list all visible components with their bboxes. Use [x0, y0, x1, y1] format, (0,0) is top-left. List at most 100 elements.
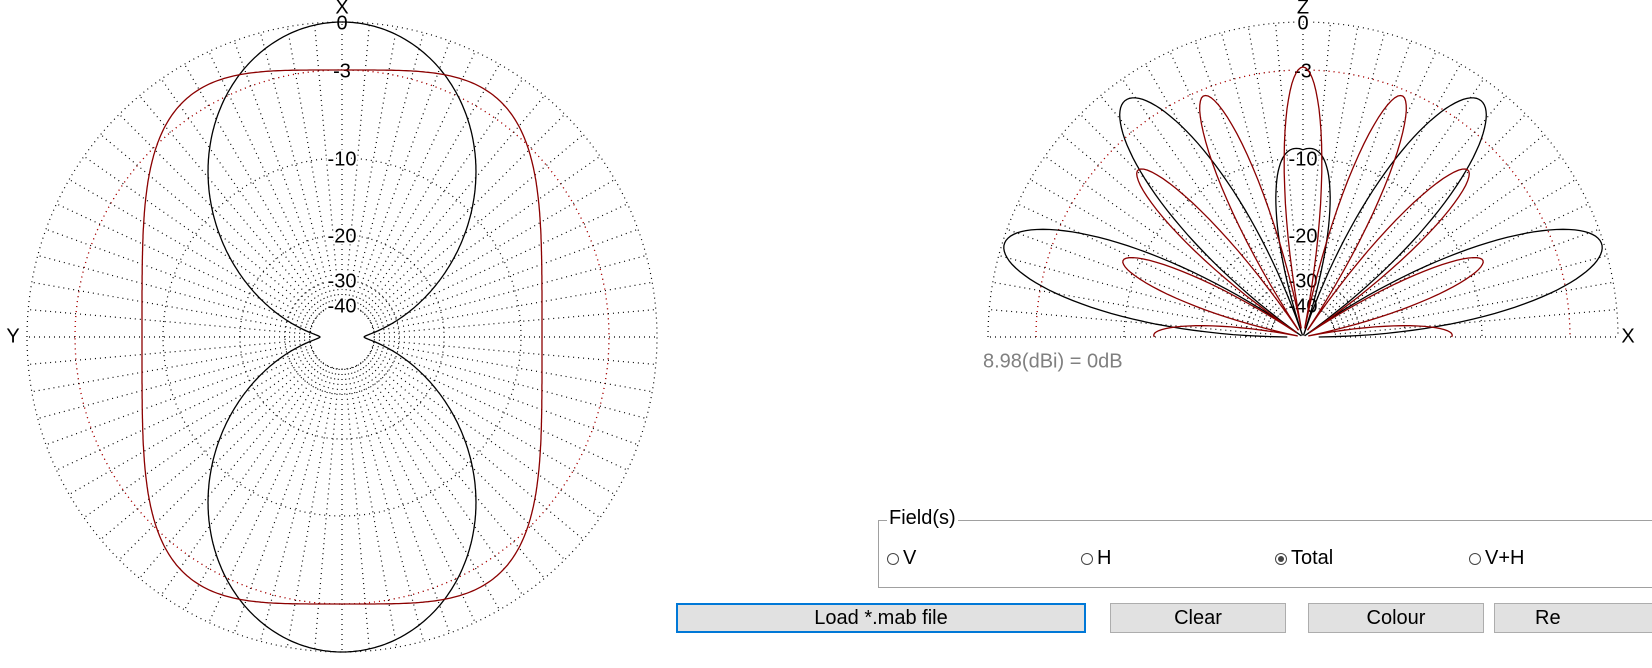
grid-spoke [259, 32, 335, 307]
grid-spoke [160, 78, 325, 312]
grid-spoke [371, 228, 639, 327]
grid-spoke [56, 203, 314, 325]
grid-spoke [31, 281, 311, 333]
grid-spoke [1029, 178, 1276, 322]
grid-spoke [344, 368, 371, 651]
grid-spoke [1325, 113, 1527, 315]
grid-spoke [1333, 254, 1608, 330]
grid-spoke [118, 359, 320, 561]
ring-label: 0 [336, 12, 347, 34]
grid-spoke [1332, 228, 1600, 327]
grid-spoke [1334, 308, 1617, 335]
grid-spoke [349, 32, 425, 307]
grid-spoke [354, 51, 476, 309]
axis-label: Y [6, 325, 19, 347]
grid-spoke [68, 352, 315, 496]
grid-spoke [370, 349, 628, 471]
grid-spoke [1331, 203, 1589, 325]
grid-spoke [37, 344, 312, 420]
grid-spoke [286, 368, 338, 648]
pattern-curve [1122, 66, 1484, 338]
radio-label: Total [1291, 547, 1334, 569]
grid-ring [1245, 279, 1361, 338]
ring-label: -3 [1294, 60, 1312, 82]
grid-spoke [364, 359, 566, 561]
ring-label: -40 [328, 295, 357, 317]
grid-spoke [1100, 95, 1283, 313]
grid-spoke [1220, 32, 1296, 307]
grid-spoke [45, 228, 313, 327]
grid-spoke [369, 178, 616, 322]
grid-spoke [313, 368, 340, 651]
radio-option[interactable]: Total [1275, 547, 1333, 570]
grid-spoke [357, 364, 501, 611]
axis-label: X [335, 0, 348, 18]
grid-spoke [1328, 155, 1562, 320]
grid-spoke [68, 178, 315, 322]
grid-spoke [373, 308, 656, 335]
grid-spoke [83, 354, 317, 519]
grid-spoke [1310, 32, 1386, 307]
grid-spoke [28, 339, 311, 366]
grid-spoke [354, 365, 476, 623]
grid-spoke [1305, 23, 1332, 306]
grid-spoke [100, 134, 318, 317]
button[interactable]: Clear [1110, 603, 1286, 633]
grid-spoke [1315, 51, 1437, 309]
grid-spoke [31, 341, 311, 393]
ring-label: -20 [1289, 225, 1318, 247]
grid-spoke [362, 361, 545, 579]
grid-spoke [372, 254, 647, 330]
grid-spoke [28, 308, 311, 335]
grid-spoke [1327, 134, 1545, 317]
grid-spoke [45, 347, 313, 446]
grid-ring [1123, 157, 1483, 338]
grid-spoke [1169, 51, 1291, 309]
grid-spoke [183, 63, 327, 310]
grid-spoke [373, 339, 656, 366]
grid-spoke [372, 344, 647, 420]
grid-spoke [1194, 40, 1293, 308]
grid-spoke [366, 134, 584, 317]
grid-spoke [352, 366, 451, 634]
pattern-curve [1003, 97, 1603, 338]
grid-ring [239, 234, 445, 440]
radio-option[interactable]: V [887, 547, 916, 570]
grid-spoke [1144, 63, 1288, 310]
axis-label: Z [1297, 0, 1309, 18]
grid-spoke [992, 281, 1272, 333]
button[interactable]: Colour [1308, 603, 1484, 633]
radio-label: H [1097, 547, 1112, 569]
grid-spoke [364, 113, 566, 315]
group-legend: Field(s) [887, 507, 958, 530]
fields-group: Field(s) V H Total V+H [878, 507, 1652, 588]
grid-spoke [233, 366, 332, 634]
grid-spoke [1017, 203, 1275, 325]
grid-spoke [369, 352, 616, 496]
reference-ring [1035, 69, 1571, 338]
grid-spoke [373, 341, 653, 393]
ring-label: -3 [333, 60, 351, 82]
grid-spoke [989, 308, 1272, 335]
grid-spoke [160, 362, 325, 596]
grid-spoke [370, 203, 628, 325]
grid-spoke [367, 155, 601, 320]
radio-option[interactable]: V+H [1469, 547, 1524, 570]
button[interactable]: Re [1494, 603, 1652, 633]
grid-spoke [286, 26, 338, 306]
grid-spoke [139, 95, 322, 313]
radio-option[interactable]: H [1081, 547, 1111, 570]
grid-spoke [366, 357, 584, 540]
grid-spoke [1313, 40, 1412, 308]
button[interactable]: Load *.mab file [676, 603, 1086, 633]
ring-label: -10 [1289, 148, 1318, 170]
pattern-curve [141, 69, 543, 605]
grid-spoke [1006, 228, 1274, 327]
grid-spoke [362, 95, 545, 313]
grid-spoke [118, 113, 320, 315]
ring-label: 0 [1297, 12, 1308, 34]
grid-spoke [1320, 78, 1485, 312]
radio-label: V+H [1485, 547, 1525, 569]
